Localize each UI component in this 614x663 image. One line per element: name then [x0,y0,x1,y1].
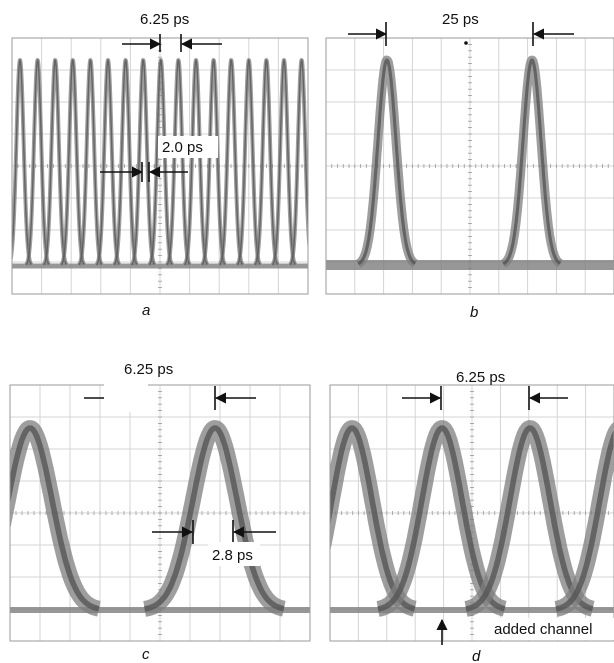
pulse-trace-core [144,425,285,612]
pulse-trace [253,58,280,267]
pulse-trace-core [10,425,100,612]
panel-c-top-arrows [214,386,256,410]
pulse-trace-core [219,58,244,266]
pulse-trace [182,58,210,267]
panel-b: 25 ps b [325,11,614,321]
pulse-trace [270,58,298,267]
panel-d: 6.25 ps added channel d [329,369,614,663]
pulse-trace [94,58,122,267]
panel-b-top-arrows [348,22,574,46]
pulse-trace-core [148,58,173,266]
pulse-trace-core [60,58,85,266]
pulse-trace [130,58,157,267]
panel-c-caption: c [142,646,150,663]
pulse-trace [24,58,51,267]
panel-c-mid-label-bg [208,542,260,566]
pulse-trace-core [78,58,103,266]
pulse-trace-core [555,429,614,612]
panel-d-waveform [330,420,614,617]
pulse-trace-core [271,58,296,266]
pulse-trace [354,55,419,268]
panel-d-bottom-label-bg [490,618,614,640]
pulse-trace [138,420,291,617]
pulse-trace-core [43,58,68,266]
pulse-trace [218,58,245,267]
pulse-trace [77,58,104,267]
panel-a-mid-label: 2.0 ps [162,139,203,156]
pulse-trace-core [183,58,208,266]
pulse-trace [165,58,192,267]
panel-a-top-label: 6.25 ps [140,11,189,28]
panel-d-top-arrows [402,386,568,410]
pulse-trace-core [289,58,308,266]
pulse-trace [499,55,564,268]
pulse-trace [42,58,69,267]
panel-c-mid-label: 2.8 ps [212,547,253,564]
pulse-trace-core [236,58,261,266]
panel-c-mid-arrows [152,520,276,544]
panel-c-top-label: 6.25 ps [124,361,173,378]
pulse-trace-core [502,58,562,266]
panel-a-top-arrows [122,34,222,52]
panel-b-top-label: 25 ps [442,11,479,28]
pulse-trace-core [131,58,156,266]
panel-d-bottom-label: added channel [494,621,592,638]
pulse-trace-core [25,58,50,266]
panel-a-mid-arrows [100,162,188,182]
pulse-trace-core [201,58,226,266]
panel-a-caption: a [142,302,150,319]
pulse-trace-core [113,58,138,266]
panel-a: 6.25 ps 2.0 ps a [11,11,309,319]
panel-b-caption: b [470,304,478,321]
panel-c-frame [9,384,311,642]
panel-a-mid-label-bg [158,136,218,158]
panel-b-frame [325,37,614,295]
pulse-trace [112,58,139,267]
pulse-trace [288,58,308,267]
pulse-trace-core [254,58,279,266]
panel-a-grid [11,37,309,295]
panel-d-frame [329,384,614,642]
pulse-trace [59,58,86,267]
panel-c-label-mask [104,372,148,412]
pulse-trace [147,58,174,267]
panel-b-waveform [326,55,614,270]
panel-a-waveform [12,58,308,269]
pulse-trace [200,58,227,267]
pulse-trace-core [95,58,120,266]
panel-d-caption: d [472,648,481,663]
panel-b-center-dot [464,41,468,45]
panel-d-top-label: 6.25 ps [456,369,505,386]
panel-c-waveform [10,420,310,617]
panel-c: 6.25 ps 2.8 ps c [9,361,311,663]
pulse-trace-core [166,58,191,266]
pulse-trace-core [357,58,417,266]
